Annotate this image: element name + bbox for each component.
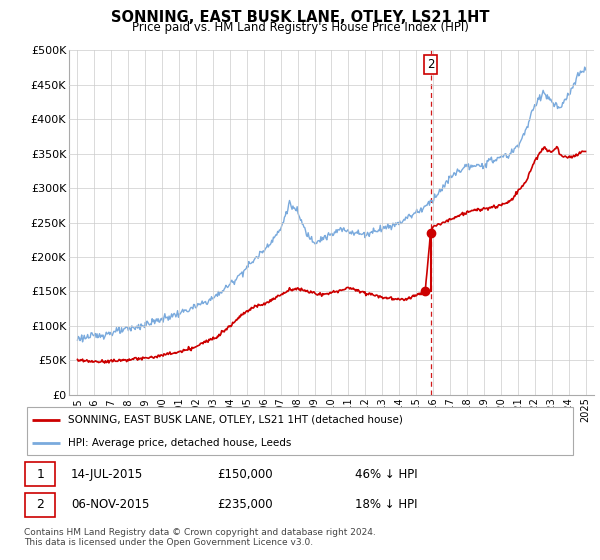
Text: 1: 1 <box>37 468 44 480</box>
Text: SONNING, EAST BUSK LANE, OTLEY, LS21 1HT: SONNING, EAST BUSK LANE, OTLEY, LS21 1HT <box>111 10 489 25</box>
Text: 2: 2 <box>427 58 434 71</box>
Text: £150,000: £150,000 <box>217 468 273 480</box>
Text: SONNING, EAST BUSK LANE, OTLEY, LS21 1HT (detached house): SONNING, EAST BUSK LANE, OTLEY, LS21 1HT… <box>68 414 403 424</box>
FancyBboxPatch shape <box>25 493 55 517</box>
Text: 14-JUL-2015: 14-JUL-2015 <box>71 468 143 480</box>
Text: 06-NOV-2015: 06-NOV-2015 <box>71 498 149 511</box>
Text: Price paid vs. HM Land Registry's House Price Index (HPI): Price paid vs. HM Land Registry's House … <box>131 21 469 34</box>
Text: HPI: Average price, detached house, Leeds: HPI: Average price, detached house, Leed… <box>68 438 292 448</box>
FancyBboxPatch shape <box>25 462 55 486</box>
FancyBboxPatch shape <box>27 407 573 455</box>
Text: 2: 2 <box>37 498 44 511</box>
Text: £235,000: £235,000 <box>217 498 273 511</box>
Text: 46% ↓ HPI: 46% ↓ HPI <box>355 468 418 480</box>
Text: Contains HM Land Registry data © Crown copyright and database right 2024.
This d: Contains HM Land Registry data © Crown c… <box>24 528 376 547</box>
Text: 18% ↓ HPI: 18% ↓ HPI <box>355 498 418 511</box>
